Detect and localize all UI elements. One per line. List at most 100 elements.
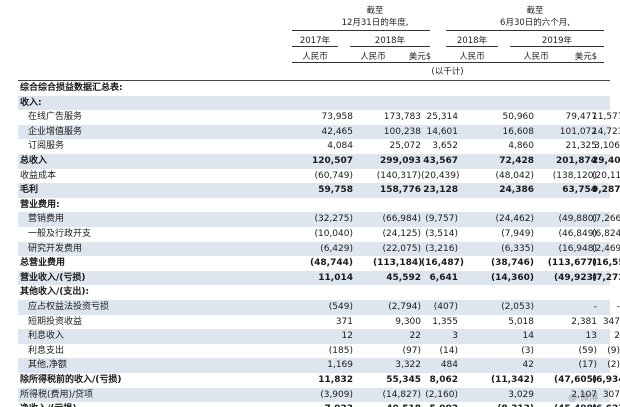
period1-heading-line1: 截至 bbox=[366, 6, 384, 16]
row-value-col-1: 7,923 bbox=[305, 402, 353, 407]
row-value-col-4: 42 bbox=[522, 360, 534, 371]
row-value-col-5: (113,677) bbox=[547, 258, 597, 269]
row-value-col-1: 42,465 bbox=[321, 126, 354, 137]
row-value-col-2: (2,794) bbox=[388, 302, 421, 312]
row-value-col-2: 173,783 bbox=[383, 112, 421, 123]
row-value-col-3: (9,757) bbox=[425, 214, 458, 225]
row-value-col-5: 79,477 bbox=[565, 112, 598, 123]
table-row: 营销费用 (32,275) (66,984) (9,757) (24,462) (49,8… bbox=[18, 212, 620, 227]
row-value-col-6: 2 bbox=[614, 331, 620, 342]
row-label: 综合综合损益数据汇总表: bbox=[20, 83, 123, 93]
row-value-col-3: (14) bbox=[439, 345, 458, 356]
unit-note: (以千计) bbox=[431, 67, 464, 77]
row-value-col-1: 1,169 bbox=[327, 360, 353, 371]
row-label: 总收入 bbox=[20, 156, 48, 166]
year-2017: 2017年 bbox=[299, 36, 331, 46]
row-label: 收益成本 bbox=[20, 170, 57, 181]
row-label: 毛利 bbox=[20, 185, 39, 196]
row-value-col-1: (3,909) bbox=[320, 389, 353, 400]
row-label: 在线广告服务 bbox=[28, 112, 83, 123]
row-value-col-2: (140,317) bbox=[376, 170, 421, 181]
row-value-col-1: (6,429) bbox=[320, 243, 353, 254]
row-value-col-6: (7,272) bbox=[592, 272, 620, 283]
row-value-col-6: (6,934) bbox=[592, 375, 620, 385]
row-value-col-3: 1,355 bbox=[432, 316, 458, 327]
table-row: 一般及行政开支 (10,040) (24,125) (3,514) (7,949) (46… bbox=[18, 227, 620, 242]
year-rule-4 bbox=[510, 46, 604, 47]
row-value-col-5: 2,107 bbox=[571, 389, 597, 400]
table-row: 订阅服务 4,084 25,072 3,652 4,860 21,325 3,106 bbox=[18, 139, 620, 154]
row-value-col-3: (16,487) bbox=[421, 258, 464, 269]
row-value-col-4: (6,335) bbox=[501, 243, 534, 254]
row-value-col-5: 2,381 bbox=[571, 316, 597, 327]
row-value-col-2: (66,984) bbox=[382, 214, 421, 225]
currency-col-2: 人民币 bbox=[360, 52, 386, 62]
row-label: 企业增值服务 bbox=[28, 126, 83, 137]
row-value-col-5: 101,072 bbox=[559, 126, 597, 137]
row-value-col-6: 347 bbox=[602, 316, 620, 327]
table-row: 在线广告服务 73,958 173,783 25,314 50,960 79,477 11,… bbox=[18, 110, 620, 125]
table-row: 总营业费用 (48,744) (113,184) (16,487) (38,746) (1… bbox=[18, 256, 620, 271]
period2-heading-line2: 6月30日的六个月, bbox=[500, 18, 570, 28]
row-value-col-4: (38,746) bbox=[491, 258, 534, 269]
row-value-col-5: (47,605) bbox=[554, 375, 597, 385]
row-value-col-1: 4,084 bbox=[327, 141, 353, 152]
row-value-col-6: (9) bbox=[607, 345, 620, 356]
row-label: 订阅服务 bbox=[28, 141, 65, 152]
row-label: 应占权益法投资亏损 bbox=[28, 302, 110, 312]
row-value-col-2: 45,592 bbox=[386, 272, 421, 283]
period2-heading-line1: 截至 bbox=[526, 6, 544, 16]
row-value-col-4: (48,042) bbox=[495, 170, 534, 181]
row-value-col-3: 5,902 bbox=[421, 402, 458, 407]
year-rule-2 bbox=[350, 46, 430, 47]
row-value-col-2: 9,300 bbox=[395, 316, 421, 327]
row-value-col-2: 158,776 bbox=[380, 185, 421, 196]
row-label: 一般及行政开支 bbox=[28, 229, 92, 239]
row-label: 利息收入 bbox=[28, 331, 65, 342]
row-value-col-1: (10,040) bbox=[314, 229, 353, 239]
row-value-col-2: 40,518 bbox=[373, 402, 421, 407]
row-value-col-3: 14,601 bbox=[426, 126, 459, 137]
table-row: 利息支出 (185) (97) (14) (3) (59) (9) bbox=[18, 344, 620, 359]
row-value-col-2: 55,345 bbox=[386, 375, 421, 385]
currency-col-5: 人民币 bbox=[523, 52, 549, 62]
row-value-col-3: 6,641 bbox=[429, 272, 458, 283]
table-row: 除所得税前的收入/(亏损) 11,832 55,345 8,062 (11,342) (4… bbox=[18, 373, 620, 388]
table-row: 利息收入 12 22 3 14 13 2 bbox=[18, 329, 620, 344]
row-value-col-6: 9,287 bbox=[592, 185, 620, 196]
row-value-col-4: (14,360) bbox=[491, 272, 534, 283]
row-label: 所得税(费用)/贷项 bbox=[20, 389, 94, 400]
row-value-col-4: 72,428 bbox=[499, 156, 534, 166]
row-value-col-6: (6,627) bbox=[592, 402, 620, 407]
row-value-col-2: 25,072 bbox=[389, 141, 422, 152]
row-value-col-1: (60,749) bbox=[314, 170, 353, 181]
row-value-col-6: 14,723 bbox=[592, 126, 620, 137]
period2-heading-rule bbox=[446, 30, 604, 31]
row-label: 利息支出 bbox=[28, 345, 65, 356]
row-label: 其他,净额 bbox=[28, 360, 67, 371]
year-2018-interim: 2018年 bbox=[456, 36, 488, 46]
row-value-col-2: (113,184) bbox=[373, 258, 423, 269]
row-value-col-2: 22 bbox=[409, 331, 421, 342]
row-value-col-6: (7,266) bbox=[592, 214, 620, 225]
table-row: 总收入 120,507 299,093 43,567 72,428 201,874 29,4… bbox=[18, 154, 620, 169]
row-value-col-1: 59,758 bbox=[318, 185, 353, 196]
row-value-col-3: (407) bbox=[433, 302, 458, 312]
table-row: 所得税(费用)/贷项 (3,909) (14,827) (2,160) 3,029 2,1… bbox=[18, 387, 620, 403]
row-label: 营业收入/(亏损) bbox=[20, 272, 86, 283]
row-value-col-3: 23,128 bbox=[423, 185, 458, 196]
row-value-col-1: 371 bbox=[335, 316, 353, 327]
table-row: 其他,净额 1,169 3,322 484 42 (17) (2) bbox=[18, 358, 620, 373]
table-row: 短期投资收益 371 9,300 1,355 5,018 2,381 347 bbox=[18, 315, 620, 330]
row-label: 净收入/(亏损) bbox=[20, 402, 77, 407]
row-value-col-5: (138,120) bbox=[552, 170, 597, 181]
row-value-col-4: (2,053) bbox=[501, 302, 534, 312]
row-value-col-2: (14,827) bbox=[382, 389, 421, 400]
currency-rule bbox=[292, 62, 604, 63]
row-label: 研究开发费用 bbox=[28, 243, 83, 254]
currency-col-6: 美元$ bbox=[574, 52, 598, 62]
row-value-col-1: (32,275) bbox=[314, 214, 353, 225]
row-value-col-5: (45,498) bbox=[545, 402, 597, 407]
row-label: 其他收入/(支出): bbox=[20, 287, 90, 298]
row-value-col-5: 13 bbox=[585, 331, 597, 342]
